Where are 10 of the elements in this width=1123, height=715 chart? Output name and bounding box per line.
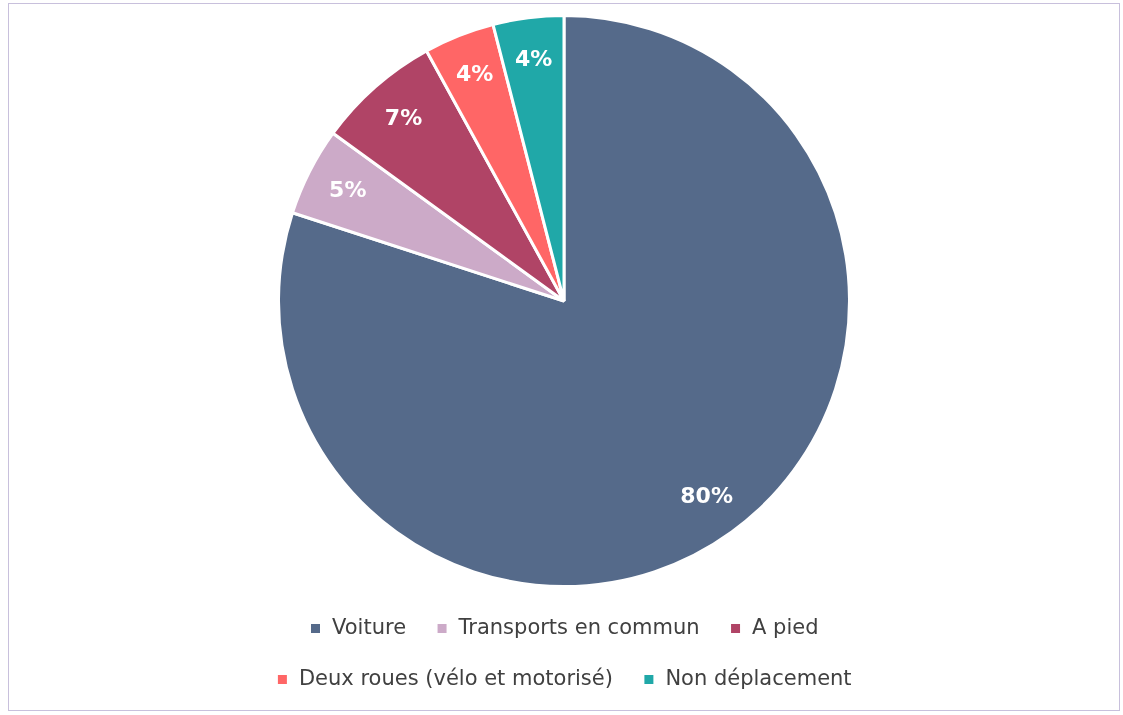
data-label: 4% xyxy=(514,45,553,71)
data-label: 80% xyxy=(680,483,733,509)
data-label: 4% xyxy=(455,61,494,87)
data-label: 5% xyxy=(329,176,367,202)
legend-label: Voiture xyxy=(332,614,407,639)
legend-label: Transports en commun xyxy=(457,614,700,639)
legend-label: Deux roues (vélo et motorisé) xyxy=(298,665,613,690)
legend-label: Non déplacement xyxy=(665,665,852,690)
data-label: 7% xyxy=(384,104,423,130)
legend-label: A pied xyxy=(752,614,819,639)
